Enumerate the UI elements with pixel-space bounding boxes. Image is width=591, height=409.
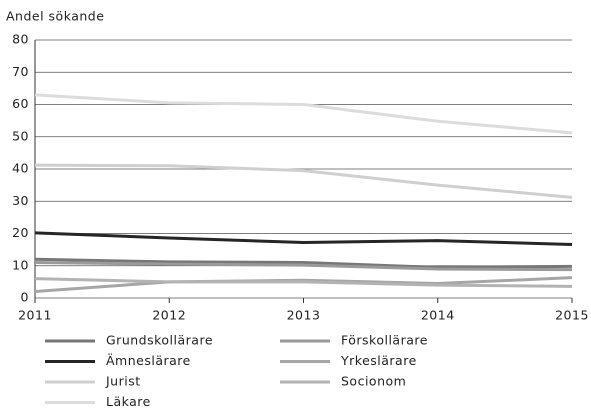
x-tick-label: 2013: [287, 308, 321, 323]
y-tick-label: 60: [12, 96, 29, 111]
x-tick-label: 2012: [152, 308, 186, 323]
legend-label: Läkare: [106, 394, 151, 409]
legend-label: Socionom: [341, 374, 406, 389]
series-line: [34, 261, 573, 272]
y-tick-label: 0: [21, 290, 29, 305]
series-line: [34, 277, 573, 288]
x-tick-label: 2014: [421, 308, 455, 323]
y-tick-label: 80: [12, 32, 29, 47]
series-line: [34, 163, 573, 199]
legend-label: Grundskollärare: [106, 333, 213, 348]
series-line: [34, 276, 573, 294]
y-tick-label: 40: [12, 161, 29, 176]
x-tick-label: 2015: [555, 308, 589, 323]
y-tick-label: 70: [12, 64, 29, 79]
legend-label: Förskollärare: [341, 333, 428, 348]
legend-label: Ämneslärare: [106, 353, 191, 368]
y-tick-label: 30: [12, 193, 29, 208]
legend-label: Yrkeslärare: [340, 353, 417, 368]
legend-label: Jurist: [105, 374, 141, 389]
y-axis-title: Andel sökande: [6, 9, 104, 24]
series-line: [34, 93, 573, 135]
y-tick-label: 20: [12, 225, 29, 240]
series-line: [34, 231, 573, 246]
x-tick-label: 2011: [18, 308, 52, 323]
series-line: [34, 257, 573, 269]
y-tick-label: 10: [12, 257, 29, 272]
y-tick-label: 50: [12, 128, 29, 143]
